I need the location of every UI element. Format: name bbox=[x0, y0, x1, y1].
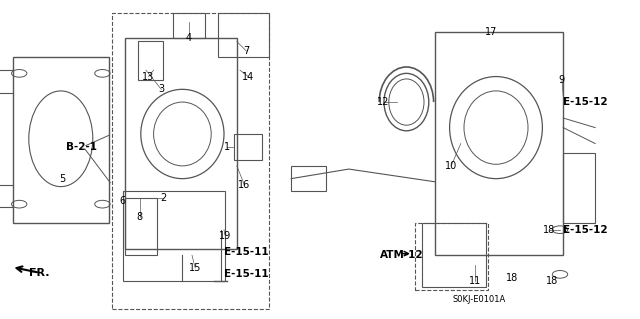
Text: 2: 2 bbox=[160, 193, 166, 203]
Text: 14: 14 bbox=[242, 71, 255, 82]
Text: 7: 7 bbox=[243, 46, 250, 56]
Text: S0KJ-E0101A: S0KJ-E0101A bbox=[452, 295, 506, 304]
Text: 18: 18 bbox=[543, 225, 556, 235]
Text: B-2-1: B-2-1 bbox=[67, 142, 97, 152]
Text: 4: 4 bbox=[186, 33, 192, 43]
Text: 18: 18 bbox=[545, 276, 558, 286]
Text: 12: 12 bbox=[376, 97, 389, 107]
Text: 3: 3 bbox=[158, 84, 164, 94]
Text: FR.: FR. bbox=[29, 268, 50, 278]
Text: 19: 19 bbox=[219, 231, 232, 241]
Text: E-15-11: E-15-11 bbox=[224, 247, 269, 257]
Text: 13: 13 bbox=[142, 71, 155, 82]
Text: 17: 17 bbox=[485, 27, 498, 37]
Text: E-15-12: E-15-12 bbox=[563, 225, 608, 235]
Text: E-15-11: E-15-11 bbox=[224, 269, 269, 279]
Text: ATM-12: ATM-12 bbox=[380, 250, 424, 260]
Text: 9: 9 bbox=[559, 75, 565, 85]
Text: 18: 18 bbox=[506, 272, 518, 283]
Text: 10: 10 bbox=[445, 161, 458, 171]
Text: 15: 15 bbox=[189, 263, 202, 273]
Text: 1: 1 bbox=[224, 142, 230, 152]
Text: 6: 6 bbox=[120, 196, 126, 206]
Text: 5: 5 bbox=[60, 174, 66, 184]
Text: E-15-12: E-15-12 bbox=[563, 97, 608, 107]
Text: 8: 8 bbox=[136, 212, 143, 222]
Text: 11: 11 bbox=[468, 276, 481, 286]
Text: 16: 16 bbox=[238, 180, 251, 190]
